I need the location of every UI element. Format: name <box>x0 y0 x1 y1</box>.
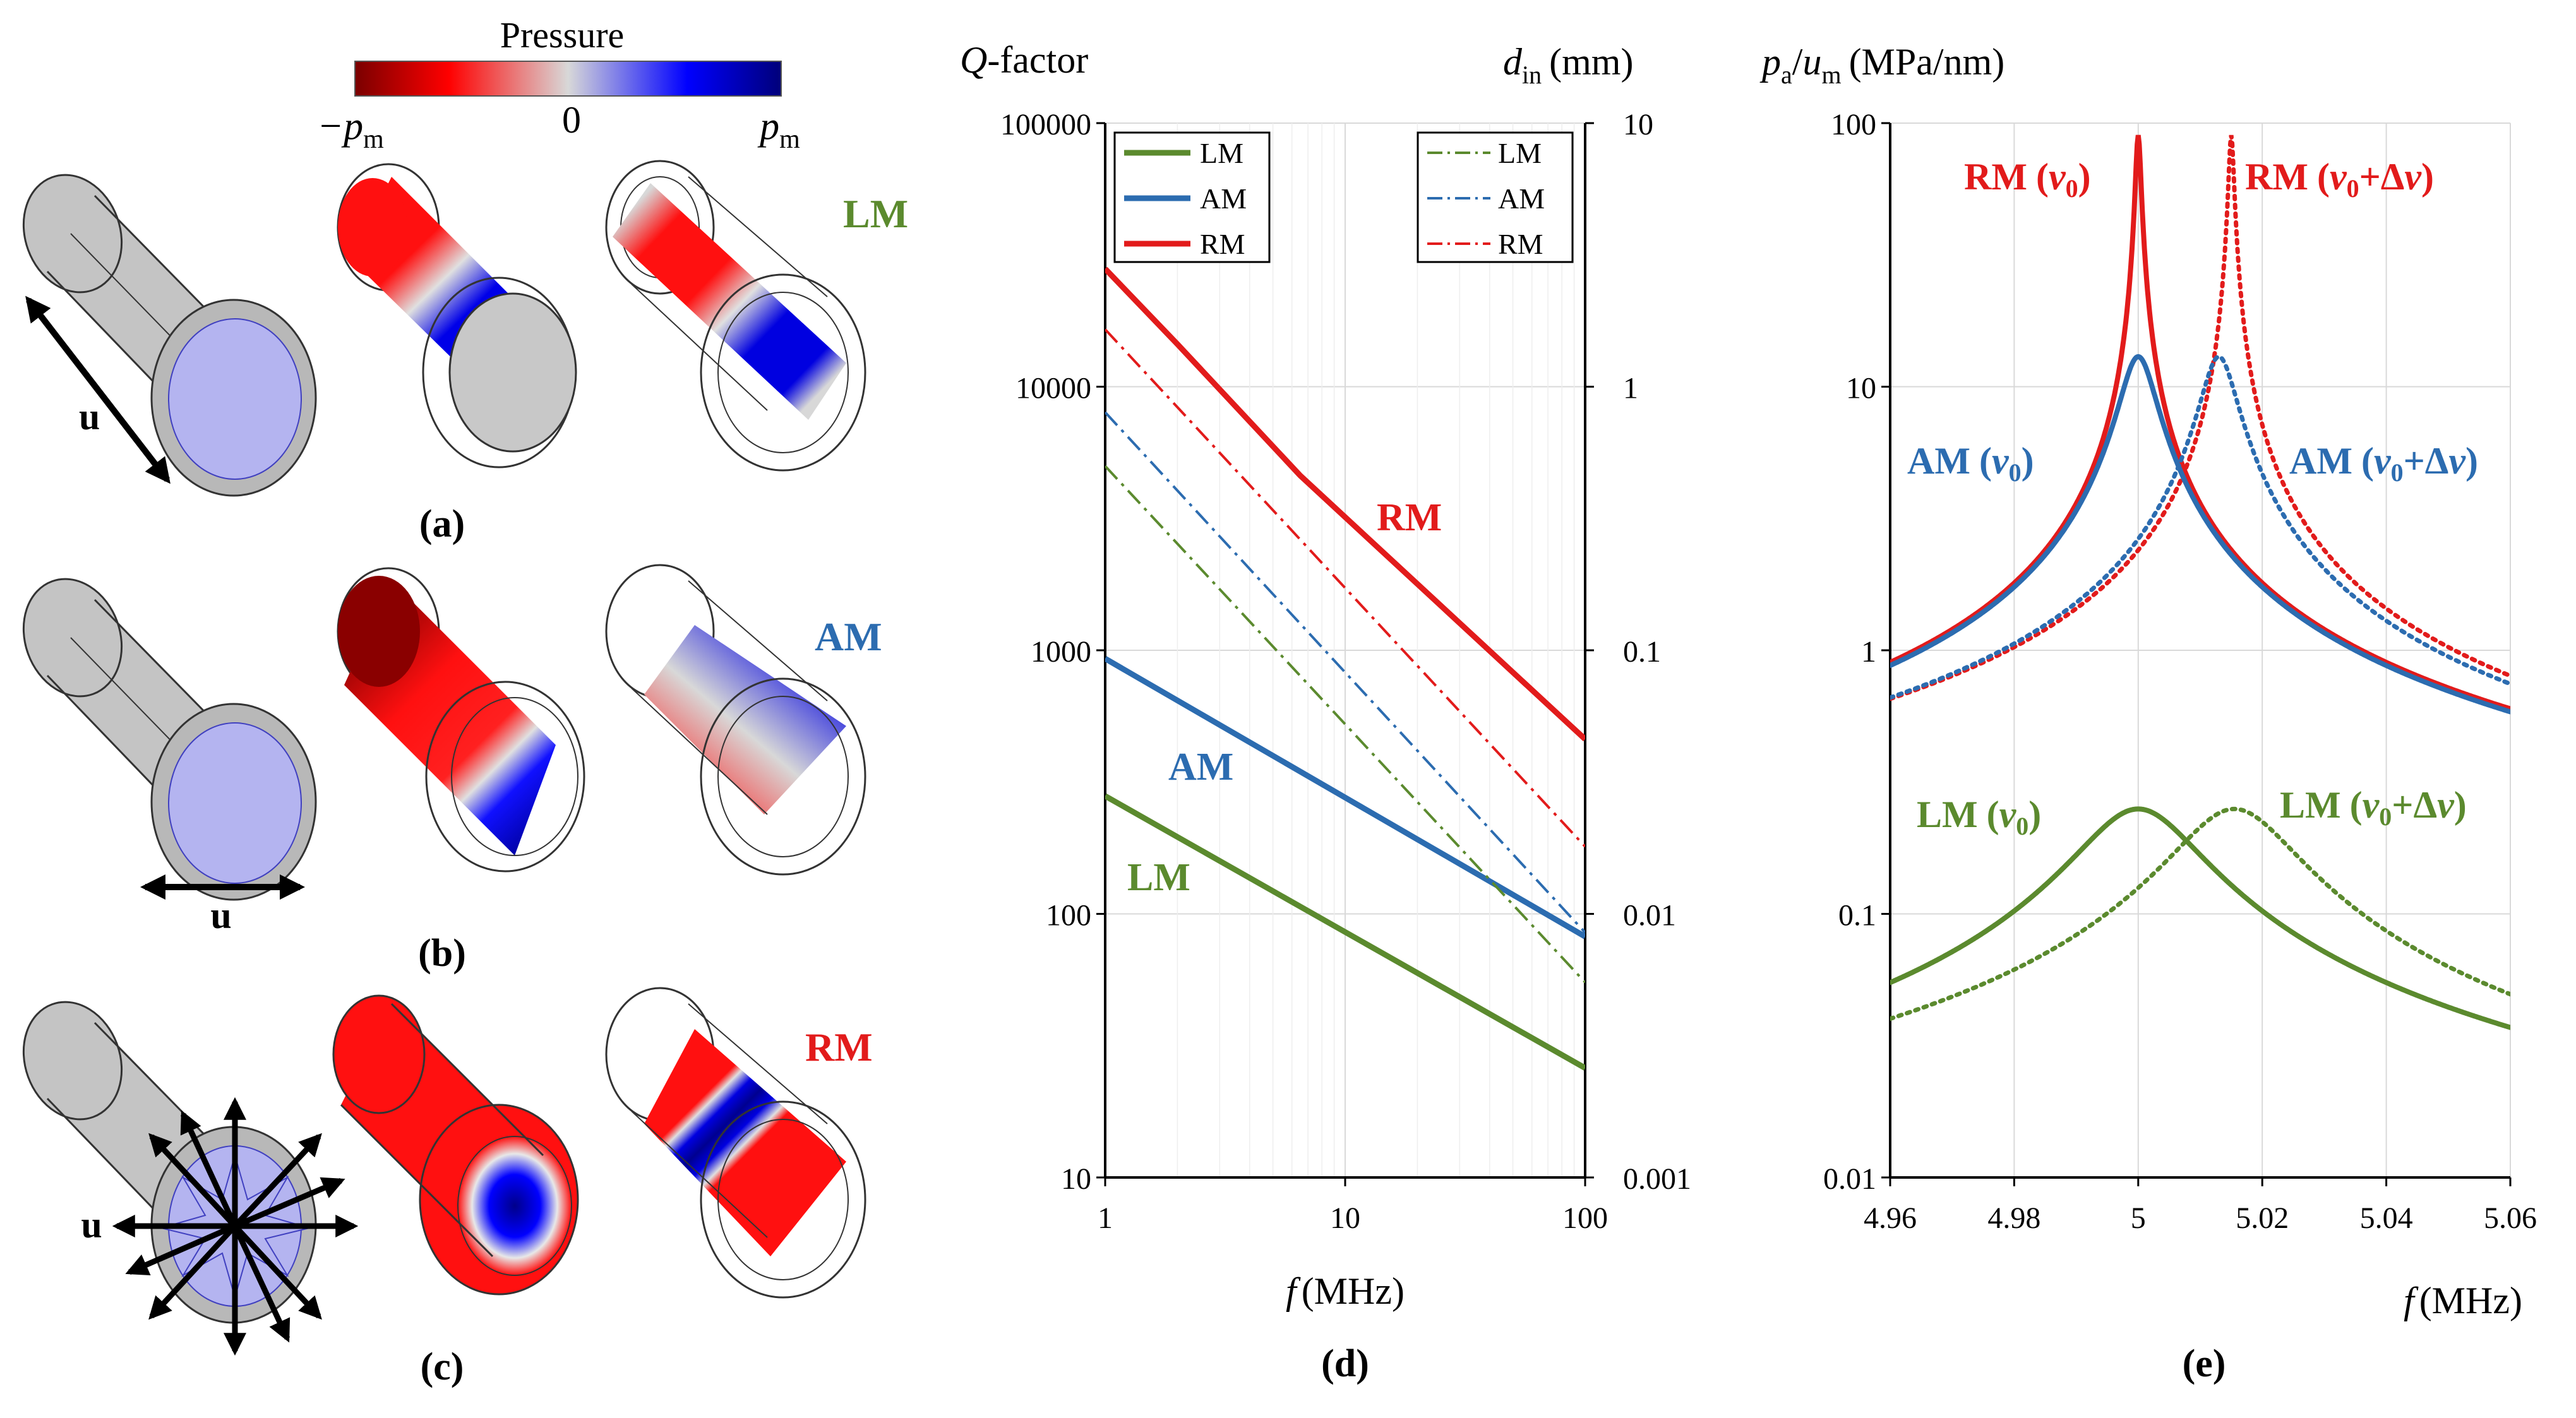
d-ytick-label: 10000 <box>1015 372 1091 405</box>
d-y2tick-label: 0.01 <box>1623 899 1676 932</box>
d-xtick-label: 1 <box>1098 1201 1113 1235</box>
cylinder-gray-b <box>22 578 317 901</box>
d-legend-right: LM AM RM <box>1417 131 1574 263</box>
e-series-3 <box>1890 354 2510 700</box>
colorbar-min-label: −pm <box>317 105 384 154</box>
cylinder-gray-c <box>22 1001 317 1324</box>
e-series-4 <box>1890 806 2510 1030</box>
panel-label-a: (a) <box>419 503 465 545</box>
displacement-arrow-a: u <box>25 295 171 484</box>
colorbar-title: Pressure <box>500 15 625 56</box>
e-xlabel: f (MHz) <box>2404 1280 2522 1321</box>
cylinder-field-b <box>337 567 585 873</box>
panel-label-d: (d) <box>1321 1342 1369 1385</box>
chart-d-series <box>1105 266 1585 1071</box>
displacement-arrow-b: u <box>140 874 305 936</box>
e-annot-am-dv: AM (v0+Δv) <box>2289 440 2478 487</box>
d-series-rm-left <box>1105 266 1585 742</box>
panel-label-e: (e) <box>2183 1342 2226 1385</box>
d-annot-lm: LM <box>1127 856 1190 899</box>
d-legend-right-rm: RM <box>1498 228 1543 260</box>
panel-label-c: (c) <box>421 1345 464 1388</box>
e-series-2 <box>1890 354 2510 715</box>
chart-d-grid <box>1105 122 1586 1178</box>
radial-arrows-c: u <box>81 1097 359 1356</box>
u-label-a: u <box>79 396 100 438</box>
d-legend-left-rm: RM <box>1200 228 1245 260</box>
e-annot-rm-dv: RM (v0+Δv) <box>2245 156 2434 203</box>
e-series-0 <box>1890 134 2510 712</box>
e-ytick-label: 0.01 <box>1823 1162 1876 1196</box>
e-xtick-label: 4.98 <box>1987 1201 2040 1235</box>
mode-tag-rm: RM <box>805 1025 873 1069</box>
e-annot-rm-v0: RM (v0) <box>1964 156 2091 203</box>
cylinder-field-c <box>332 994 579 1296</box>
d-series-am-right <box>1105 411 1585 934</box>
mode-tag-am: AM <box>815 614 882 659</box>
colorbar-gradient <box>354 61 782 97</box>
chart-e-series <box>1890 134 2510 1030</box>
e-ytick-label: 10 <box>1846 372 1876 405</box>
d-ytick-label: 100000 <box>1000 108 1091 141</box>
d-series-am-left <box>1105 656 1585 939</box>
e-ytick-label: 0.1 <box>1838 899 1876 932</box>
d-legend-left-lm: LM <box>1200 137 1243 169</box>
e-xtick-label: 5.06 <box>2484 1201 2537 1235</box>
d-ytick-label: 10 <box>1061 1162 1091 1196</box>
d-series-rm-right <box>1105 328 1585 848</box>
colorbar-zero-label: 0 <box>562 99 581 141</box>
cylinder-field-a <box>337 163 577 468</box>
chart-e-ticks: 0.01 0.1 1 10 100 4.96 4.98 5 5.02 5.04 5.06 <box>1823 108 2537 1235</box>
d-series-lm-right <box>1105 465 1585 984</box>
d-annot-am: AM <box>1168 746 1233 789</box>
d-y2tick-label: 1 <box>1623 372 1638 405</box>
d-legend-right-lm: LM <box>1498 137 1542 169</box>
e-series-5 <box>1890 806 2510 1022</box>
d-ytick-label: 1000 <box>1031 635 1091 669</box>
panel-b: u AM (b) <box>22 564 882 975</box>
d-y2tick-label: 0.001 <box>1623 1162 1691 1196</box>
e-annot-lm-dv: LM (v0+Δv) <box>2280 784 2467 831</box>
e-ytick-label: 1 <box>1861 635 1876 669</box>
d-legend-left: LM AM RM <box>1113 131 1271 263</box>
chart-e-grid <box>1890 122 2511 1178</box>
chart-e: 0.01 0.1 1 10 100 4.96 4.98 5 5.02 5.04 5.06 pa/um… <box>1759 41 2537 1385</box>
d-ylabel: Q-factor <box>960 39 1088 81</box>
d-xtick-label: 10 <box>1330 1201 1360 1235</box>
d-xlabel: f (MHz) <box>1286 1270 1405 1312</box>
e-ylabel: pa/um (MPa/nm) <box>1759 41 2004 89</box>
colorbar-max-label: pm <box>757 105 800 154</box>
d-xtick-label: 100 <box>1562 1201 1608 1235</box>
e-ytick-label: 100 <box>1831 108 1876 141</box>
mode-tag-lm: LM <box>843 191 908 236</box>
d-annot-rm: RM <box>1377 496 1442 539</box>
e-xtick-label: 5 <box>2131 1201 2146 1235</box>
cylinder-section-c <box>605 987 866 1299</box>
e-xtick-label: 5.04 <box>2360 1201 2413 1235</box>
e-xtick-label: 5.02 <box>2236 1201 2289 1235</box>
e-annot-am-v0: AM (v0) <box>1907 440 2034 487</box>
d-legend-right-am: AM <box>1498 182 1545 215</box>
panel-c: u RM (c) <box>22 987 873 1388</box>
u-label-b: u <box>210 895 231 936</box>
panel-a: u LM (a) <box>22 160 908 545</box>
pressure-colorbar: Pressure −pm 0 pm <box>317 15 800 154</box>
d-series-lm-left <box>1105 793 1585 1071</box>
d-legend-left-am: AM <box>1200 182 1247 215</box>
e-annot-lm-v0: LM (v0) <box>1917 794 2041 840</box>
cylinder-section-a <box>605 160 866 472</box>
cylinder-section-b <box>605 564 866 876</box>
d-y2tick-label: 0.1 <box>1623 635 1661 669</box>
d-y2tick-label: 10 <box>1623 108 1653 141</box>
panel-label-b: (b) <box>418 932 466 975</box>
e-series-1 <box>1890 134 2510 701</box>
u-label-c: u <box>81 1204 102 1246</box>
d-y2label: din (mm) <box>1503 41 1633 89</box>
e-xtick-label: 4.96 <box>1864 1201 1917 1235</box>
d-ytick-label: 100 <box>1046 899 1091 932</box>
